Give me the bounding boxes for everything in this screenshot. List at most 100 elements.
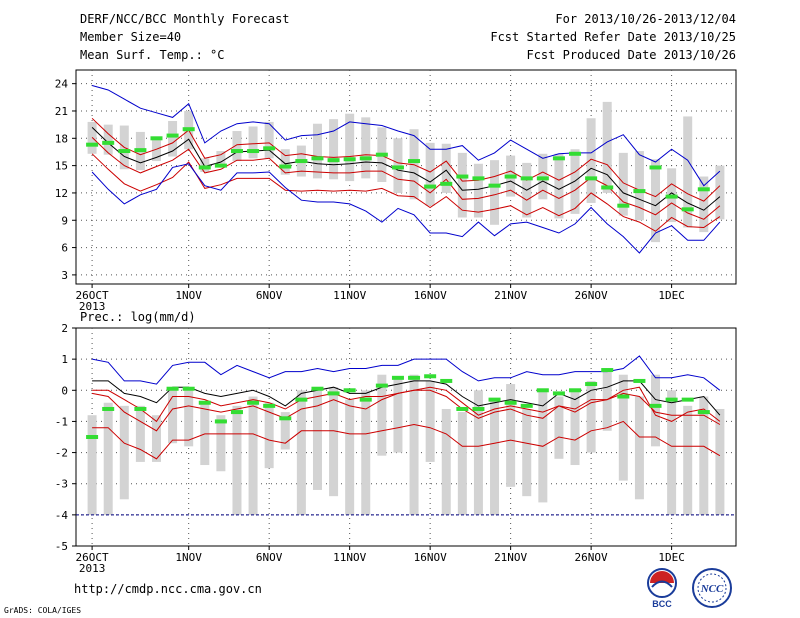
temp-obs-mark [536,176,549,181]
precip-spread-box [329,387,339,497]
precip-xtick-label: 26OCT [76,551,109,564]
temp-obs-mark [569,151,582,156]
source-url[interactable]: http://cmdp.ncc.cma.gov.cn [74,582,262,596]
precip-spread-box [409,374,419,515]
precip-obs-mark [230,410,243,415]
temp-obs-mark [488,183,501,188]
temp-series-mean [91,127,721,211]
precip-spread-box [506,384,516,487]
precip-obs-mark [375,383,388,388]
precip-plot-frame [75,327,737,547]
temp-obs-mark [198,165,211,170]
precip-obs-mark [585,382,598,387]
precip-spread-box [232,405,242,515]
temp-obs-mark [408,159,421,164]
precip-spread-box [393,377,403,453]
precip-spread-box [457,412,467,515]
precip-obs-mark [279,416,292,421]
temp-obs-mark [504,174,517,179]
precip-spread-box [312,387,322,490]
temp-spread-box [473,163,483,218]
temp-obs-mark [214,163,227,168]
precip-obs-mark [472,406,485,411]
precip-spread-box [264,402,274,469]
temp-spread-box [200,158,210,172]
temp-xtick-label: 6NOV [256,289,283,302]
precip-ytick-label: 2 [61,322,68,335]
precip-panel-title: Prec.: log(mm/d) [80,310,196,324]
temp-ytick-label: 18 [55,132,68,145]
temp-xtick-label: 26OCT [76,289,109,302]
precip-spread-box [699,396,709,515]
temp-ytick-label: 9 [61,214,68,227]
precip-spread-box [586,380,596,453]
temp-spread-box [457,152,467,218]
temp-spread-box [361,117,371,179]
temp-panel-title: Mean Surf. Temp.: °C [80,48,225,62]
chart-title: DERF/NCC/BCC Monthly Forecast [80,12,290,26]
temp-spread-box [312,123,322,179]
temp-spread-box [216,151,226,168]
temp-spread-box [618,152,628,216]
temp-spread-box [683,116,693,228]
forecast-start-date: Fcst Started Refer Date 2013/10/25 [490,30,736,44]
temp-ytick-label: 15 [55,160,68,173]
temp-obs-mark [665,194,678,199]
temp-xtick-label: 1NOV [175,289,202,302]
precip-spread-box [184,390,194,447]
precip-year-label: 2013 [79,562,106,575]
temp-obs-mark [424,184,437,189]
temp-obs-mark [86,142,99,147]
temp-spread-box [602,101,612,193]
precip-spread-box [667,390,677,515]
precip-obs-mark [681,397,694,402]
precip-spread-box [361,390,371,515]
temp-obs-mark [617,203,630,208]
temp-spread-box [329,119,339,180]
temp-obs-mark [150,136,163,141]
precip-obs-mark [198,400,211,405]
precip-obs-mark [697,410,710,415]
temp-ytick-label: 3 [61,269,68,282]
temp-ytick-label: 6 [61,242,68,255]
temp-year-label: 2013 [79,300,106,313]
precip-spread-box [377,374,387,456]
precip-spread-box [570,390,580,466]
precip-ytick-label: -4 [55,509,69,522]
precip-obs-mark [182,386,195,391]
precip-spread-box [554,396,564,459]
precip-obs-mark [359,397,372,402]
precip-spread-box [248,396,258,515]
temp-spread-box [490,160,500,225]
precip-ytick-label: 1 [61,353,68,366]
temp-obs-mark [134,148,147,153]
precip-spread-box [473,390,483,515]
temp-obs-mark [279,164,292,169]
temp-obs-mark [343,157,356,162]
temp-obs-mark [230,149,243,154]
precip-obs-mark [86,435,99,439]
precip-obs-mark [247,400,260,405]
temp-obs-mark [263,146,276,151]
precip-obs-mark [295,397,308,402]
precip-spread-box [634,396,644,500]
temp-series-lower [91,137,721,220]
temp-spread-box [248,126,258,159]
precip-obs-mark [617,394,630,399]
temp-spread-box [634,151,644,221]
precip-spread-box [345,399,355,515]
precip-obs-mark [552,391,565,396]
temp-spread-box [425,142,435,206]
temp-obs-mark [520,176,533,181]
temp-series-upper [91,117,721,202]
precip-obs-mark [408,375,421,380]
temp-obs-mark [633,189,646,194]
precip-spread-box [651,374,661,447]
precip-xtick-label: 6NOV [256,551,283,564]
precip-obs-mark [649,403,662,408]
temp-obs-mark [456,174,469,179]
temp-obs-mark [681,207,694,212]
temp-series-max [91,85,721,187]
temp-spread-box [441,143,451,193]
temp-xtick-label: 26NOV [575,289,608,302]
